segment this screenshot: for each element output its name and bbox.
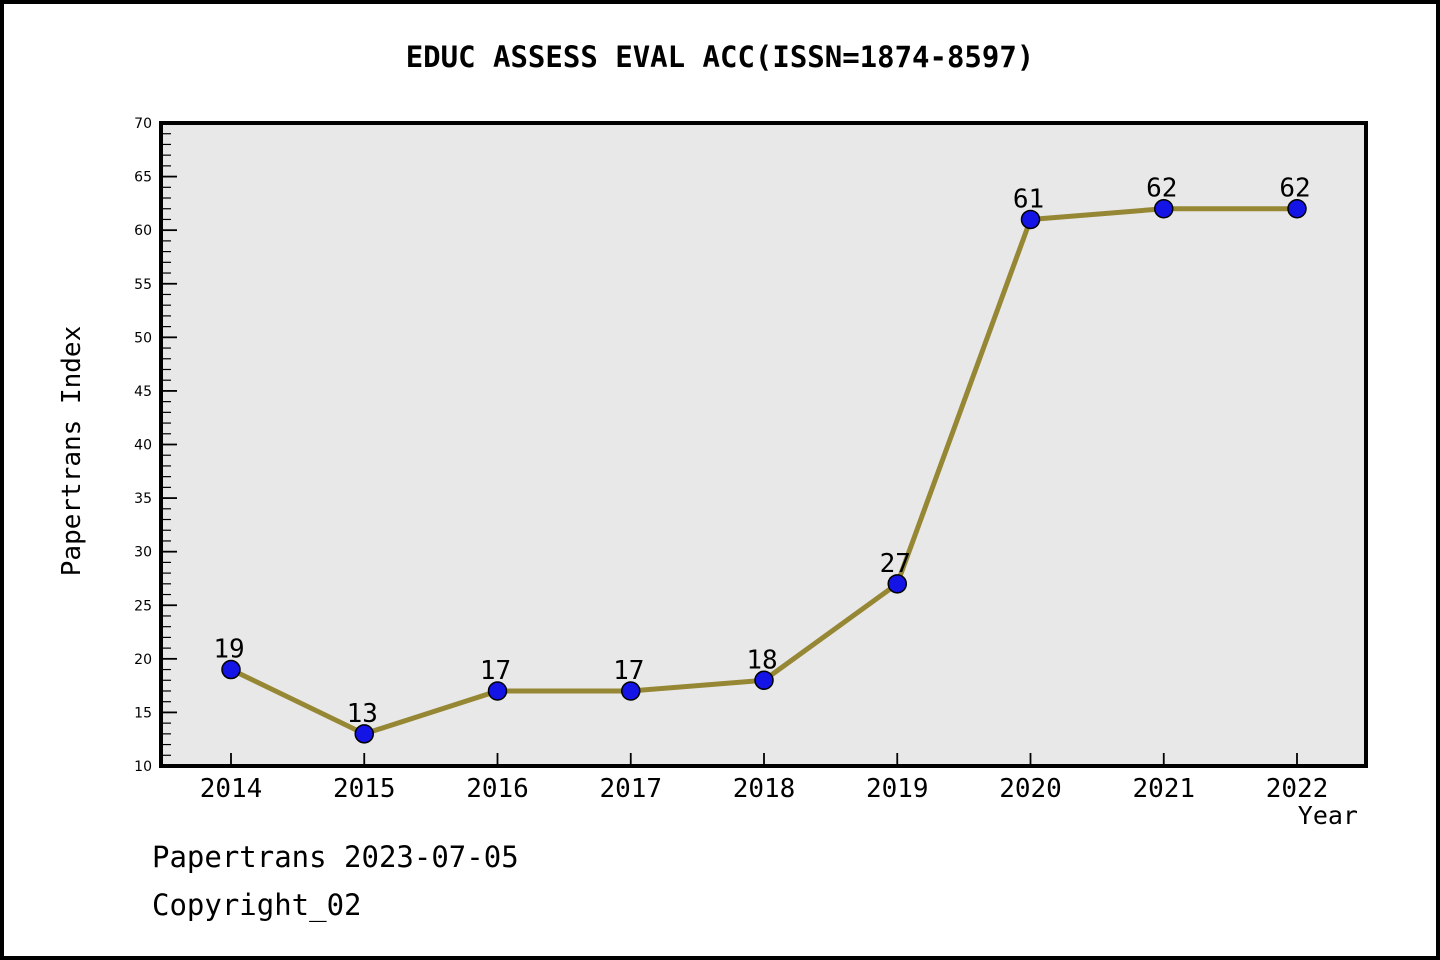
y-tick-label: 30 [134,545,152,561]
data-point-label: 61 [1013,184,1044,214]
x-tick-label: 2020 [999,774,1062,804]
data-point-label: 17 [613,656,644,686]
x-tick-label: 2019 [866,774,929,804]
x-tick-label: 2016 [466,774,529,804]
data-point [1287,198,1307,219]
data-point-label: 62 [1146,174,1177,204]
data-point-label: 18 [746,645,777,675]
y-tick-label: 25 [134,598,152,614]
data-point-label: 27 [880,549,911,579]
data-point [354,724,374,744]
footer-copyright: Copyright_02 [152,888,362,922]
y-tick-label: 20 [134,652,152,668]
data-point [487,681,508,701]
y-tick-label: 35 [134,491,152,507]
y-tick-label: 60 [134,223,152,239]
y-tick-label: 65 [134,170,152,186]
data-point-label: 13 [347,699,378,729]
x-axis-label: Year [1297,801,1358,830]
y-tick-label: 15 [134,705,152,721]
x-tick-label: 2018 [733,774,796,804]
data-point [754,670,774,691]
x-tick-label: 2014 [200,774,263,804]
x-tick-label: 2022 [1266,774,1329,804]
data-point [1154,198,1174,219]
y-tick-label: 45 [134,384,152,400]
y-axis-label: Papertrans Index [57,325,87,577]
y-tick-label: 40 [134,438,152,454]
data-point-label: 62 [1279,174,1310,204]
chart-title: EDUC ASSESS EVAL ACC(ISSN=1874-8597) [405,40,1035,74]
data-point [887,574,907,594]
x-tick-label: 2015 [333,774,396,804]
data-point [621,681,641,701]
data-point [221,659,241,680]
y-tick-label: 50 [134,330,152,346]
x-tick-label: 2017 [599,774,662,804]
data-point-label: 19 [213,635,244,665]
line-chart-plot: 10 15 20 25 30 35 40 45 50 55 60 65 70 2014 2015 2016 20… [134,116,1368,804]
plot-area [159,121,1368,768]
y-tick-label: 10 [134,759,152,775]
y-tick-label: 70 [134,116,152,132]
footer-watermark: Papertrans 2023-07-05 [152,840,519,874]
data-point [1020,209,1041,230]
y-tick-label: 55 [134,277,152,293]
data-point-label: 17 [480,656,511,686]
x-tick-label: 2021 [1132,774,1195,804]
